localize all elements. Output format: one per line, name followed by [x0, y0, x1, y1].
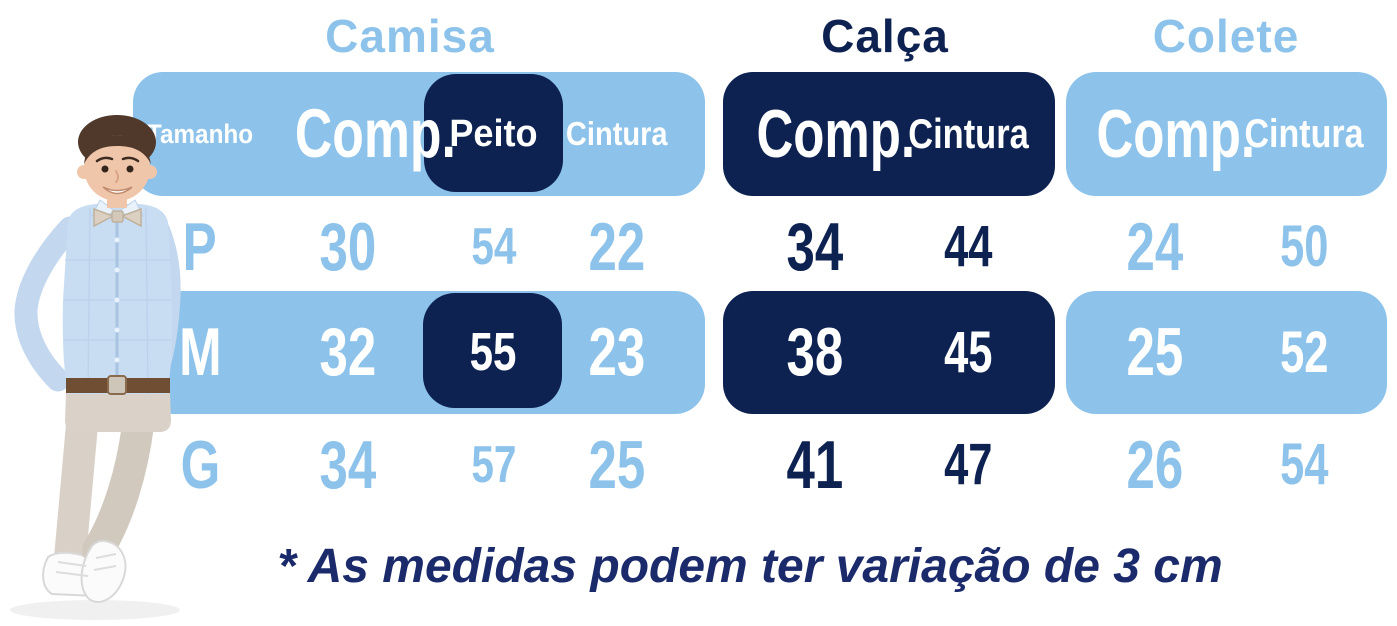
- size-m-label: M: [130, 291, 270, 414]
- colete-row-m-band: [1066, 291, 1387, 414]
- camisa-p-comp-value: 30: [319, 209, 377, 285]
- colete-p-comp: 24: [1070, 202, 1240, 292]
- size-p-text: P: [182, 209, 218, 285]
- calca-p-comp-value: 34: [786, 209, 844, 285]
- camisa-m-cintura-value: 23: [588, 314, 646, 390]
- calca-row-m-band: [723, 291, 1055, 414]
- colete-m-comp-value: 25: [1126, 314, 1184, 390]
- calca-p-cintura-value: 44: [943, 214, 993, 279]
- calca-header-comp-label: Comp.: [756, 96, 916, 172]
- camisa-g-cintura-value: 25: [588, 427, 646, 503]
- camisa-p-peito-value: 54: [470, 218, 517, 276]
- calca-g-comp: 41: [730, 418, 900, 512]
- camisa-header-cintura: Cintura: [547, 72, 687, 196]
- calca-g-cintura: 47: [888, 418, 1048, 512]
- colete-g-comp: 26: [1070, 418, 1240, 512]
- camisa-m-peito-value: 55: [470, 322, 517, 382]
- colete-header-cintura: Cintura: [1229, 72, 1379, 196]
- calca-m-comp-value: 38: [786, 314, 844, 390]
- camisa-p-comp: 30: [268, 202, 428, 292]
- colete-m-cintura-value: 52: [1279, 320, 1329, 385]
- camisa-row-m-band: [133, 291, 705, 414]
- colete-g-cintura: 54: [1229, 418, 1379, 512]
- camisa-title-label: Camisa: [325, 10, 495, 62]
- camisa-p-cintura-value: 22: [588, 209, 646, 285]
- measurement-note-text: * As medidas podem ter variação de 3 cm: [277, 540, 1223, 593]
- calca-title-label: Calça: [821, 10, 949, 62]
- peito-highlight-box: [424, 74, 563, 192]
- camisa-header-cintura-label: Cintura: [566, 115, 668, 152]
- boy-model-photo: [0, 110, 235, 626]
- camisa-header-comp: Comp.: [268, 72, 456, 196]
- calca-g-comp-value: 41: [786, 427, 844, 503]
- calca-header-cintura-label: Cintura: [907, 110, 1029, 157]
- colete-header-comp: Comp.: [1070, 72, 1255, 196]
- colete-g-comp-value: 26: [1126, 427, 1184, 503]
- camisa-header-tamanho: Tamanho: [130, 72, 270, 196]
- camisa-p-cintura: 22: [547, 202, 687, 292]
- size-g-text: G: [180, 427, 220, 503]
- calca-m-comp: 38: [730, 291, 900, 414]
- size-g-label: G: [130, 418, 270, 512]
- colete-header-band: [1066, 72, 1387, 196]
- colete-p-comp-value: 24: [1126, 209, 1184, 285]
- calca-header-band: [723, 72, 1055, 196]
- calca-p-cintura: 44: [888, 202, 1048, 292]
- colete-m-comp: 25: [1070, 291, 1240, 414]
- calca-p-comp: 34: [730, 202, 900, 292]
- measurement-note: * As medidas podem ter variação de 3 cm: [130, 530, 1370, 604]
- calca-header-comp: Comp.: [730, 72, 915, 196]
- camisa-header-peito-label: Peito: [449, 113, 538, 155]
- colete-header-comp-label: Comp.: [1096, 96, 1256, 172]
- colete-title: Colete: [1076, 8, 1376, 64]
- calca-title: Calça: [735, 8, 1035, 64]
- camisa-g-comp-value: 34: [319, 427, 377, 503]
- calca-m-cintura-value: 45: [943, 320, 993, 385]
- camisa-m-comp: 32: [268, 291, 428, 414]
- camisa-g-comp: 34: [268, 418, 428, 512]
- colete-m-cintura: 52: [1229, 291, 1379, 414]
- camisa-header-peito: Peito: [424, 72, 563, 196]
- camisa-p-peito: 54: [424, 202, 563, 292]
- peito-m-highlight-box: [423, 293, 562, 408]
- camisa-header-comp-label: Comp.: [294, 95, 456, 172]
- camisa-header-tamanho-label: Tamanho: [146, 119, 254, 149]
- colete-p-cintura: 50: [1229, 202, 1379, 292]
- camisa-m-comp-value: 32: [319, 314, 377, 390]
- calca-m-cintura: 45: [888, 291, 1048, 414]
- calca-header-cintura: Cintura: [888, 72, 1048, 196]
- colete-g-cintura-value: 54: [1279, 432, 1329, 497]
- colete-p-cintura-value: 50: [1279, 214, 1329, 279]
- camisa-g-peito: 57: [424, 418, 563, 512]
- boy-model-illustration: [10, 115, 181, 620]
- size-p-label: P: [130, 202, 270, 292]
- camisa-g-peito-value: 57: [470, 436, 517, 494]
- camisa-m-cintura: 23: [547, 291, 687, 414]
- calca-g-cintura-value: 47: [943, 432, 993, 497]
- camisa-m-peito: 55: [424, 291, 563, 414]
- size-m-text: M: [178, 314, 222, 390]
- colete-title-label: Colete: [1152, 10, 1300, 62]
- camisa-g-cintura: 25: [547, 418, 687, 512]
- camisa-header-band: [133, 72, 705, 196]
- camisa-title: Camisa: [260, 8, 560, 64]
- colete-header-cintura-label: Cintura: [1244, 112, 1364, 156]
